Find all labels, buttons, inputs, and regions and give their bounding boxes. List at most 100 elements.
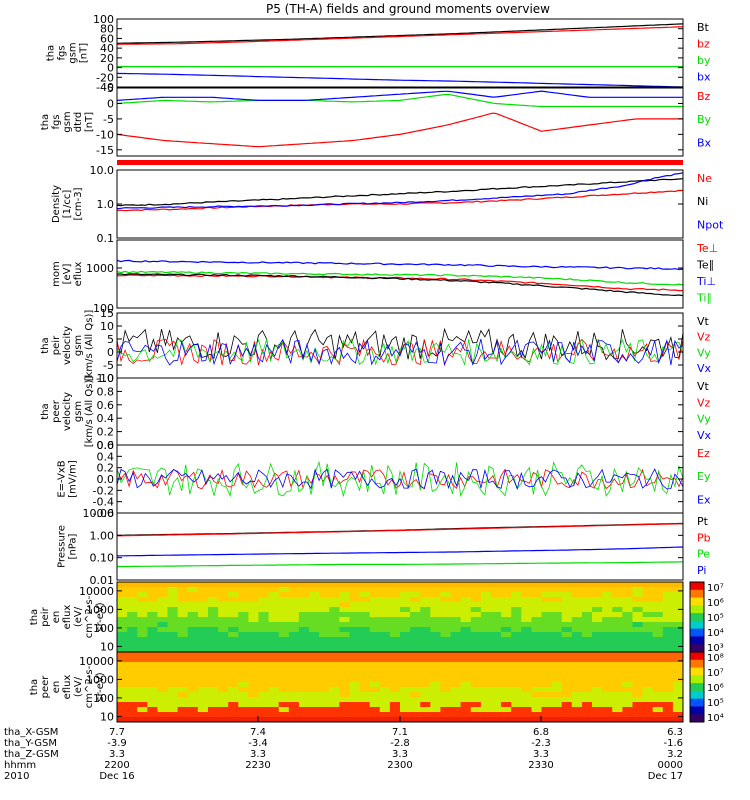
spectrogram-cell	[137, 657, 148, 663]
spectrogram-cell	[177, 602, 189, 608]
spectrogram-cell	[470, 702, 482, 708]
spectrogram-cell	[349, 682, 361, 688]
panel-frame	[116, 377, 684, 446]
y-tick-label: 0.6	[97, 399, 115, 412]
spectrogram-cell	[359, 697, 371, 703]
spectrogram-cell	[278, 682, 290, 688]
spectrogram-cell	[187, 627, 199, 633]
spectrogram-cell	[298, 622, 310, 628]
y-tick-label: -0.4	[93, 496, 114, 509]
spectrogram-cell	[268, 717, 280, 723]
spectrogram-cell	[238, 622, 249, 628]
spectrogram-cell	[268, 642, 280, 648]
spectrogram-cell	[187, 662, 199, 668]
spectrogram-cell	[460, 622, 472, 628]
spectrogram-cell	[197, 602, 209, 608]
spectrogram-cell	[359, 692, 371, 698]
spectrogram-cell	[511, 627, 522, 633]
spectrogram-cell	[480, 697, 492, 703]
spectrogram-cell	[420, 682, 431, 688]
spectrogram-cell	[571, 647, 583, 653]
spectrogram-cell	[521, 627, 532, 633]
legend-Pe: Pe	[697, 548, 710, 561]
y-axis-label: [nT]	[79, 43, 90, 63]
spectrogram-cell	[137, 712, 148, 718]
spectrogram-cell	[662, 707, 674, 713]
spectrogram-cell	[197, 607, 209, 613]
spectrogram-cell	[207, 662, 219, 668]
colorbar-segment	[690, 659, 704, 669]
spectrogram-cell	[187, 622, 199, 628]
xaxis-value: Dec 17	[648, 771, 683, 782]
spectrogram-cell	[400, 582, 411, 588]
spectrogram-cell	[349, 677, 361, 683]
spectrogram-cell	[177, 697, 189, 703]
spectrogram-cell	[430, 582, 441, 588]
spectrogram-cell	[632, 687, 644, 693]
spectrogram-cell	[460, 627, 472, 633]
spectrogram-cell	[420, 637, 431, 643]
spectrogram-cell	[218, 712, 229, 718]
y-axis-label: (eV/	[73, 606, 84, 627]
spectrogram-cell	[207, 632, 219, 638]
spectrogram-cell	[602, 712, 613, 718]
spectrogram-cell	[329, 672, 340, 678]
spectrogram-cell	[248, 597, 259, 603]
y-axis-label: eflux	[62, 605, 73, 630]
spectrogram-cell	[288, 592, 300, 598]
spectrogram-cell	[197, 697, 209, 703]
spectrogram-cell	[157, 627, 169, 633]
spectrogram-cell	[177, 632, 189, 638]
spectrogram-cell	[339, 662, 350, 668]
spectrogram-cell	[369, 682, 381, 688]
spectrogram-cell	[167, 692, 179, 698]
spectrogram-cell	[632, 642, 644, 648]
spectrogram-cell	[197, 612, 209, 618]
colorbar-segment	[690, 683, 704, 692]
series-line-Ne	[116, 189, 684, 212]
spectrogram-cell	[157, 597, 169, 603]
spectrogram-cell	[379, 642, 391, 648]
spectrogram-cell	[531, 612, 542, 618]
spectrogram-cell	[450, 672, 462, 678]
spectrogram-cell	[551, 592, 563, 598]
spectrogram-cell	[197, 667, 209, 673]
spectrogram-cell	[612, 682, 623, 688]
legend-Vx: Vx	[697, 429, 712, 442]
spectrogram-cell	[309, 717, 320, 723]
spectrogram-cell	[329, 632, 340, 638]
spectrogram-cell	[298, 667, 310, 673]
spectrogram-cell	[602, 697, 613, 703]
spectrogram-cell	[389, 627, 401, 633]
spectrogram-cell	[490, 627, 502, 633]
spectrogram-cell	[157, 697, 169, 703]
spectrogram-cell	[379, 632, 391, 638]
spectrogram-cell	[137, 677, 148, 683]
spectrogram-cell	[309, 682, 320, 688]
spectrogram-cell	[642, 617, 654, 623]
spectrogram-cell	[389, 692, 401, 698]
spectrogram-cell	[642, 672, 654, 678]
spectrogram-cell	[309, 692, 320, 698]
spectrogram-cell	[551, 707, 563, 713]
spectrogram-cell	[278, 697, 290, 703]
spectrogram-cell	[207, 667, 219, 673]
spectrogram-cell	[672, 617, 684, 623]
spectrogram-cell	[218, 622, 229, 628]
y-axis-label: [nT]	[84, 112, 95, 132]
spectrogram-cell	[622, 622, 633, 628]
spectrogram-cell	[501, 662, 512, 668]
spectrogram-cell	[349, 642, 361, 648]
spectrogram-cell	[430, 672, 441, 678]
spectrogram-cell	[167, 697, 179, 703]
spectrogram-cell	[541, 677, 553, 683]
y-axis-label: Density	[51, 185, 62, 223]
spectrogram-cell	[147, 637, 158, 643]
spectrogram-cell	[450, 637, 462, 643]
spectrogram-cell	[450, 712, 462, 718]
xaxis-row-label: tha_Z-GSM	[4, 749, 59, 760]
spectrogram-cell	[531, 607, 542, 613]
colorbar-segment	[690, 690, 704, 700]
spectrogram-cell	[612, 612, 623, 618]
spectrogram-cell	[632, 657, 644, 663]
